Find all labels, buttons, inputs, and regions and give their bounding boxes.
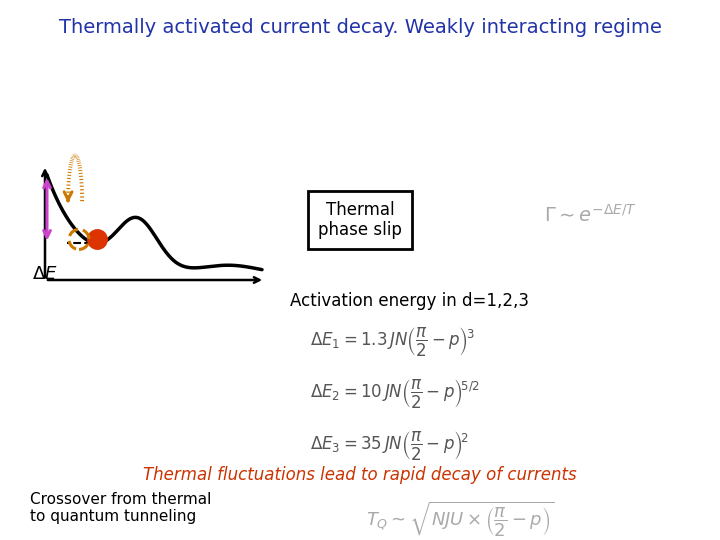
Text: Thermal fluctuations lead to rapid decay of currents: Thermal fluctuations lead to rapid decay… xyxy=(143,466,577,484)
Text: Activation energy in d=1,2,3: Activation energy in d=1,2,3 xyxy=(290,292,529,310)
Text: Thermally activated current decay. Weakly interacting regime: Thermally activated current decay. Weakl… xyxy=(58,18,662,37)
Text: Crossover from thermal
to quantum tunneling: Crossover from thermal to quantum tunnel… xyxy=(30,492,212,524)
Text: $\Gamma \sim e^{-\Delta E/T}$: $\Gamma \sim e^{-\Delta E/T}$ xyxy=(544,204,636,226)
Text: $T_Q \sim \sqrt{N J U \times \left(\dfrac{\pi}{2} - p\right)}$: $T_Q \sim \sqrt{N J U \times \left(\dfra… xyxy=(366,500,554,539)
Text: $\Delta E$: $\Delta E$ xyxy=(32,265,58,284)
Text: $\Delta E_1 = 1.3\, J N \left(\dfrac{\pi}{2} - p\right)^{\!3}$: $\Delta E_1 = 1.3\, J N \left(\dfrac{\pi… xyxy=(310,325,474,358)
Text: Thermal
phase slip: Thermal phase slip xyxy=(318,200,402,239)
Text: $\Delta E_3 = 35\, J N \left(\dfrac{\pi}{2} - p\right)^{\!2}$: $\Delta E_3 = 35\, J N \left(\dfrac{\pi}… xyxy=(310,429,469,462)
Text: $\Delta E_2 = 10\, J N \left(\dfrac{\pi}{2} - p\right)^{\!5/2}$: $\Delta E_2 = 10\, J N \left(\dfrac{\pi}… xyxy=(310,377,480,410)
